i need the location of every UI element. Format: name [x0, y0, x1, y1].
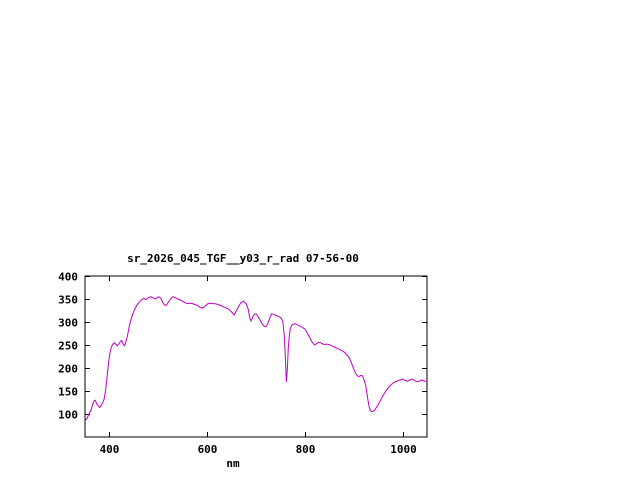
y-tick-label: 400	[58, 271, 78, 284]
plot-border	[84, 275, 428, 438]
y-tick-label: 350	[58, 294, 78, 307]
chart-title: sr_2026_045_TGF__y03_r_rad 07-56-00	[127, 252, 359, 265]
x-tick-label: 600	[198, 443, 218, 456]
x-tick-label: 1000	[390, 443, 417, 456]
spectrum-line	[84, 296, 428, 422]
y-tick-label: 300	[58, 317, 78, 330]
y-tick-label: 250	[58, 340, 78, 353]
x-axis-label: nm	[226, 457, 240, 470]
x-tick-label: 400	[100, 443, 120, 456]
x-tick-label: 800	[296, 443, 316, 456]
y-tick-label: 200	[58, 363, 78, 376]
y-tick-label: 100	[58, 409, 78, 422]
y-tick-label: 150	[58, 386, 78, 399]
